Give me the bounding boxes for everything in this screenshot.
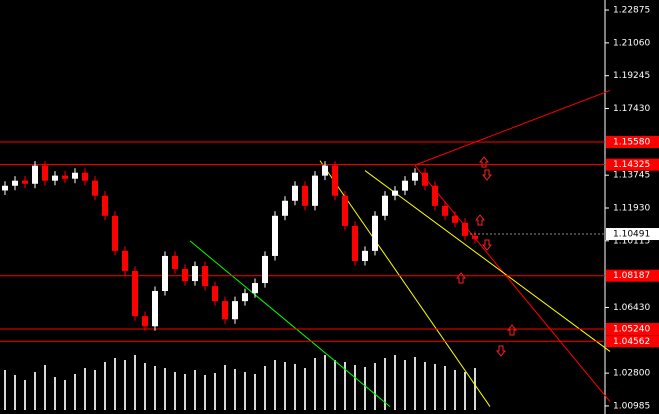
candle-body [252,283,258,294]
candle-body [22,180,28,184]
candle-body [142,316,148,327]
candle-body [52,175,58,181]
candle-body [472,235,478,239]
candle-body [42,165,48,181]
level-label-box [606,335,659,348]
y-tick-label: 1.21060 [613,38,650,48]
candle-body [262,255,268,284]
candle-body [422,172,428,186]
candle-body [242,293,248,302]
candle-body [432,185,438,206]
level-label-box [606,135,659,148]
y-tick-label: 1.19245 [613,71,650,81]
candle-body [12,180,18,186]
arrow-down [495,345,507,357]
candle-body [332,165,338,196]
trendline [319,160,491,407]
candle-body [82,172,88,181]
y-tick-label: 1.22875 [613,6,650,16]
candle-body [452,215,458,223]
level-label: 1.05240 [613,324,650,334]
arrow-up [474,214,486,226]
candle-body [302,185,308,206]
y-tick-label: 1.02800 [613,369,650,379]
candle-body [162,255,168,292]
y-tick-label: 1.10115 [613,236,650,246]
trendline [414,89,611,166]
signal-arrows [455,156,518,357]
trendline [364,170,611,352]
level-label: 1.15580 [613,137,650,147]
candle-body [132,270,138,317]
candle-body [62,175,68,179]
current-price-box [606,228,659,241]
level-label-box [606,269,659,282]
level-label-box [606,322,659,335]
trendline [189,240,391,407]
candle-body [272,215,278,256]
arrow-up [455,272,467,284]
candle-body [112,215,118,251]
candle-body [222,301,228,320]
y-tick-label: 1.11930 [613,203,650,213]
y-tick-label: 1.13745 [613,171,650,181]
candle-body [32,165,38,184]
y-tick-label: 1.00985 [613,401,650,411]
candle-body [372,215,378,251]
candle-body [202,266,208,287]
candle-body [352,225,358,261]
candle-body [92,180,98,196]
y-tick-label: 1.17430 [613,104,650,114]
arrow-down [481,239,493,251]
candle-body [172,255,178,269]
candle-body [232,301,238,320]
arrow-down [481,169,493,181]
candle-body [282,200,288,216]
level-label: 1.04562 [613,337,650,347]
candle-body [322,165,328,176]
candle-body [292,185,298,201]
candle-body [462,222,468,236]
y-tick-label: 1.06430 [613,303,650,313]
candle-body [192,266,198,282]
candle-body [312,175,318,206]
candle-body [442,205,448,216]
level-label-box [606,158,659,171]
candle-body [342,195,348,226]
level-label: 1.08187 [613,271,650,281]
candle-body [212,286,218,302]
candle-body [362,250,368,261]
candle-body [182,268,188,282]
level-label: 1.14325 [613,160,650,170]
candle-body [102,195,108,216]
current-price-label: 1.10491 [613,230,650,240]
candle-body [2,185,8,191]
arrow-up [506,324,518,336]
candle-body [122,250,128,271]
trendline [414,165,611,402]
candle-body [382,195,388,216]
candle-body [152,291,158,327]
candle-body [412,172,418,181]
candle-body [72,172,78,179]
candle-body [392,190,398,196]
candle-body [402,180,408,191]
